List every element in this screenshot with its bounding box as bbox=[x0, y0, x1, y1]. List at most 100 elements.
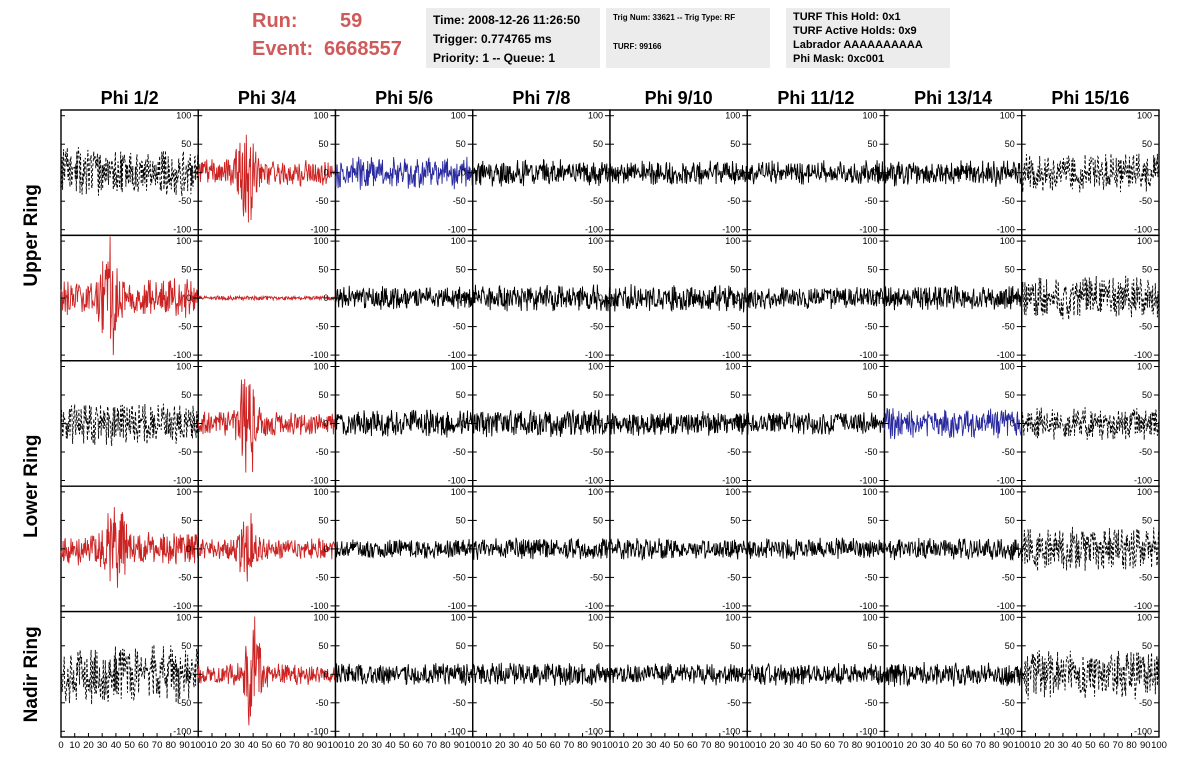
y-tick-label: 50 bbox=[867, 265, 877, 275]
y-tick-label: 0 bbox=[186, 168, 191, 178]
y-tick-label: 100 bbox=[313, 111, 328, 121]
y-tick-label: 100 bbox=[1137, 612, 1152, 622]
y-tick-label: 50 bbox=[867, 641, 877, 651]
y-tick-label: -50 bbox=[1002, 196, 1015, 206]
y-tick-label: -50 bbox=[315, 572, 328, 582]
x-tick-label: 90 bbox=[316, 740, 327, 751]
x-tick-label: 60 bbox=[413, 740, 424, 751]
waveform-trace bbox=[609, 284, 748, 313]
x-tick-label: 40 bbox=[934, 740, 945, 751]
y-tick-label: 50 bbox=[730, 265, 740, 275]
y-tick-label: 50 bbox=[1142, 265, 1152, 275]
y-tick-label: -100 bbox=[1134, 726, 1152, 736]
event-label: Event: bbox=[252, 38, 314, 60]
x-tick-label: 30 bbox=[646, 740, 657, 751]
x-tick-label: 40 bbox=[248, 740, 259, 751]
x-tick-label: 10 bbox=[893, 740, 904, 751]
waveform-trace bbox=[197, 513, 336, 582]
waveform-trace bbox=[746, 662, 885, 686]
x-tick-label: 20 bbox=[220, 740, 231, 751]
y-tick-label: -100 bbox=[173, 601, 191, 611]
y-tick-label: -50 bbox=[1139, 698, 1152, 708]
run-number: 59 bbox=[340, 10, 363, 32]
panel-frame bbox=[746, 610, 886, 738]
x-tick-label: 30 bbox=[783, 740, 794, 751]
y-tick-label: -50 bbox=[1002, 447, 1015, 457]
x-tick-label: 20 bbox=[495, 740, 506, 751]
y-tick-label: 50 bbox=[456, 265, 466, 275]
x-tick-label: 100 bbox=[1014, 740, 1030, 751]
y-tick-label: 0 bbox=[461, 168, 466, 178]
x-tick-label: 90 bbox=[865, 740, 876, 751]
y-tick-label: 0 bbox=[1010, 669, 1015, 679]
column-header: Phi 5/6 bbox=[375, 88, 433, 108]
y-tick-label: 0 bbox=[323, 669, 328, 679]
column-header: Phi 1/2 bbox=[101, 88, 159, 108]
y-tick-label: 100 bbox=[176, 362, 191, 372]
waveform-trace bbox=[197, 134, 336, 223]
x-tick-label: 30 bbox=[97, 740, 108, 751]
y-tick-label: -100 bbox=[310, 601, 328, 611]
x-tick-label: 100 bbox=[1151, 740, 1167, 751]
y-tick-label: -100 bbox=[997, 601, 1015, 611]
waveform-trace bbox=[60, 403, 199, 447]
x-tick-label: 40 bbox=[522, 740, 533, 751]
y-tick-label: -50 bbox=[864, 322, 877, 332]
y-tick-label: -50 bbox=[178, 196, 191, 206]
waveform-trace bbox=[60, 507, 199, 588]
y-tick-label: 0 bbox=[598, 419, 603, 429]
waveform-trace bbox=[335, 156, 474, 190]
x-tick-label: 70 bbox=[564, 740, 575, 751]
y-tick-label: -50 bbox=[727, 698, 740, 708]
waveform-trace bbox=[884, 407, 1023, 440]
y-tick-label: 100 bbox=[1000, 111, 1015, 121]
x-tick-label: 50 bbox=[1085, 740, 1096, 751]
row-group-label: Lower Ring bbox=[21, 434, 42, 537]
y-tick-label: 100 bbox=[588, 111, 603, 121]
x-tick-label: 90 bbox=[591, 740, 602, 751]
y-tick-label: 100 bbox=[176, 612, 191, 622]
y-tick-label: -50 bbox=[453, 572, 466, 582]
panel-frame bbox=[472, 109, 611, 237]
y-tick-label: 0 bbox=[323, 168, 328, 178]
y-tick-label: 0 bbox=[186, 419, 191, 429]
y-tick-label: -50 bbox=[1002, 322, 1015, 332]
y-tick-label: 0 bbox=[323, 419, 328, 429]
y-tick-label: -100 bbox=[722, 601, 740, 611]
y-tick-label: 100 bbox=[588, 236, 603, 246]
y-tick-label: -100 bbox=[173, 726, 191, 736]
x-tick-label: 60 bbox=[275, 740, 286, 751]
column-header: Phi 11/12 bbox=[777, 88, 854, 108]
x-tick-label: 20 bbox=[632, 740, 643, 751]
x-tick-label: 10 bbox=[344, 740, 355, 751]
y-tick-label: 50 bbox=[1005, 390, 1015, 400]
y-tick-label: -50 bbox=[453, 447, 466, 457]
y-tick-label: 100 bbox=[451, 612, 466, 622]
y-tick-label: 0 bbox=[872, 168, 877, 178]
waveform-trace bbox=[609, 663, 748, 686]
waveform-trace bbox=[884, 160, 1023, 187]
y-tick-label: 100 bbox=[862, 111, 877, 121]
x-tick-label: 30 bbox=[920, 740, 931, 751]
y-tick-label: 50 bbox=[456, 515, 466, 525]
y-tick-label: 100 bbox=[313, 362, 328, 372]
waveform-trace bbox=[335, 285, 474, 310]
y-tick-label: 0 bbox=[1147, 168, 1152, 178]
x-tick-label: 70 bbox=[289, 740, 300, 751]
y-tick-label: 100 bbox=[862, 236, 877, 246]
x-tick-label: 90 bbox=[454, 740, 465, 751]
y-tick-label: -100 bbox=[997, 726, 1015, 736]
x-tick-label: 100 bbox=[739, 740, 755, 751]
y-tick-label: 50 bbox=[730, 515, 740, 525]
x-tick-label: 70 bbox=[838, 740, 849, 751]
y-tick-label: -50 bbox=[178, 447, 191, 457]
y-tick-label: 100 bbox=[313, 487, 328, 497]
y-tick-label: 50 bbox=[1005, 641, 1015, 651]
x-tick-label: 70 bbox=[1113, 740, 1124, 751]
x-tick-label: 80 bbox=[989, 740, 1000, 751]
y-tick-label: -100 bbox=[859, 350, 877, 360]
y-tick-label: -50 bbox=[453, 322, 466, 332]
x-tick-label: 10 bbox=[756, 740, 767, 751]
y-tick-label: -100 bbox=[310, 726, 328, 736]
trigger-line: Trigger: 0.774765 ms bbox=[433, 32, 552, 46]
